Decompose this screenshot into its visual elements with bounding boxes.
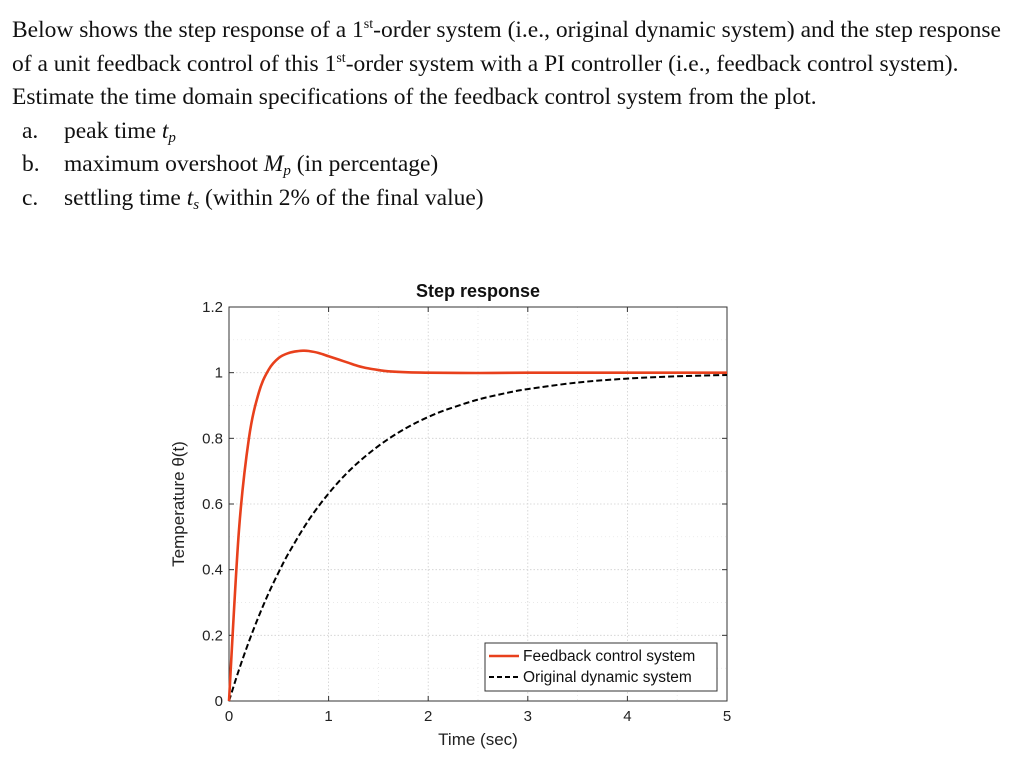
x-tick-label: 4 — [623, 708, 631, 725]
legend-box — [484, 642, 718, 692]
y-tick-label: 0 — [215, 693, 223, 710]
x-tick-label: 3 — [524, 708, 532, 725]
question-item-c: c. settling time ts (within 2% of the fin… — [12, 182, 1002, 216]
question-text: Below shows the step response of a 1st-o… — [12, 14, 1002, 216]
y-tick-label: 0.6 — [202, 496, 223, 513]
item-text: peak time — [64, 117, 162, 144]
x-tick-label: 0 — [225, 708, 233, 725]
question-item-a: a. peak time tp — [12, 115, 1002, 149]
axis-ticks: 0 1 2 3 4 5 0 0.2 0.4 0.6 0.8 1 1.2 — [202, 299, 731, 725]
series-lines — [227, 349, 728, 702]
item-letter: c. — [22, 184, 39, 211]
y-tick-label: 0.8 — [202, 430, 223, 447]
y-tick-label: 1 — [215, 365, 223, 382]
y-tick-label: 0.2 — [202, 627, 223, 644]
y-axis-label: Temperature θ(t) — [169, 441, 188, 567]
item-symbol: t — [186, 184, 194, 211]
item-text-after: (within 2% of the final value) — [199, 184, 484, 211]
item-text: settling time — [64, 184, 187, 211]
question-intro: Below shows the step response of a 1st-o… — [12, 14, 1002, 115]
original-system-series-line — [228, 373, 728, 702]
item-text: maximum overshoot — [64, 151, 264, 178]
question-item-b: b. maximum overshoot Mp (in percentage) — [12, 148, 1002, 182]
y-tick-label: 1.2 — [202, 299, 223, 316]
intro-part-3: -order system with a PI controller (i.e.… — [12, 50, 959, 111]
legend-label-original: Original dynamic system — [523, 669, 692, 686]
item-subscript: p — [168, 129, 176, 146]
item-subscript: p — [283, 163, 291, 180]
intro-part-2: -order system (i.e., original dynamic sy… — [12, 17, 1001, 77]
intro-superscript-1: st — [363, 17, 374, 32]
item-letter: a. — [22, 117, 39, 144]
y-tick-label: 0.4 — [202, 562, 223, 579]
x-tick-label: 2 — [424, 708, 432, 725]
intro-part-1: Below shows the step response of a 1 — [12, 17, 364, 43]
feedback-control-series-line — [227, 349, 727, 702]
item-letter: b. — [22, 151, 40, 178]
question-list: a. peak time tp b. maximum overshoot Mp (i… — [12, 115, 1002, 216]
legend: Feedback control system Original dynamic… — [484, 642, 718, 692]
item-text-after: (in percentage) — [290, 151, 439, 178]
x-tick-label: 1 — [324, 708, 332, 725]
chart-title: Step response — [416, 281, 540, 301]
item-subscript: s — [193, 196, 200, 213]
x-axis-label: Time (sec) — [438, 730, 518, 749]
intro-superscript-2: st — [336, 50, 346, 66]
grid — [228, 306, 728, 702]
step-response-chart: 0 1 2 3 4 5 0 0.2 0.4 0.6 0.8 1 1.2 Step response Ti… — [169, 281, 731, 749]
legend-label-feedback: Feedback control system — [523, 648, 695, 665]
x-tick-label: 5 — [723, 708, 731, 725]
item-symbol: M — [263, 151, 284, 178]
item-symbol: t — [161, 117, 169, 144]
